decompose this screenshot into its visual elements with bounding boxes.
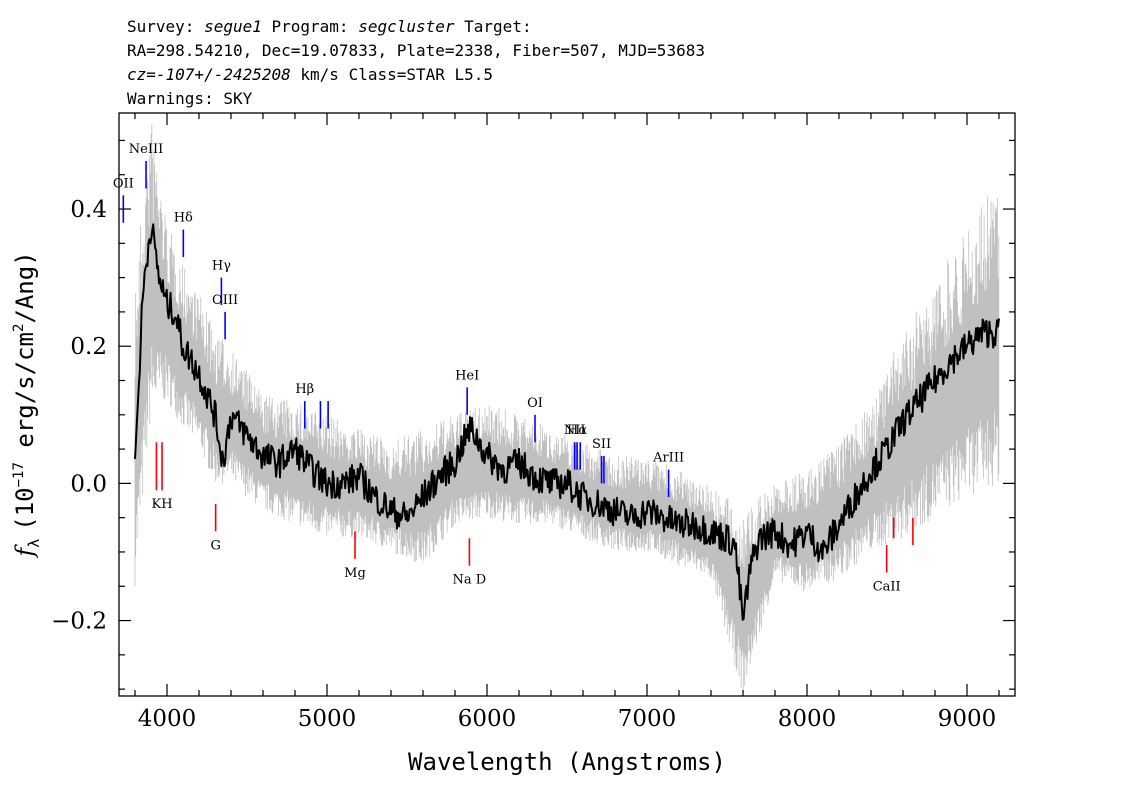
absorption-line-label: Na D [453, 573, 487, 588]
header-line-1: Survey: segue1 Program: segcluster Targe… [127, 17, 532, 36]
x-tick-label: 4000 [138, 706, 197, 732]
spectrum-header: Survey: segue1 Program: segcluster Targe… [127, 17, 705, 108]
y-axis-ticks: −0.2 0.0 0.2 0.4 [51, 139, 1015, 690]
header-line-2: RA=298.54210, Dec=19.07833, Plate=2338, … [127, 41, 705, 60]
x-axis-title: Wavelength (Angstroms) [408, 748, 726, 776]
x-axis-ticks: 4000 5000 6000 7000 8000 9000 [134, 113, 1000, 732]
x-tick-label: 9000 [938, 706, 997, 732]
emission-line-label: Hδ [174, 211, 193, 226]
emission-line-label: Hα [567, 423, 587, 438]
redshift-value: cz=-107+/-2425208 [127, 65, 291, 84]
survey-name: segue1 [204, 17, 262, 36]
absorption-line-label: KH [152, 497, 173, 512]
y-tick-label: 0.4 [70, 197, 107, 223]
x-tick-label: 6000 [458, 706, 517, 732]
emission-line-label: NeIII [129, 142, 163, 157]
header-line-3: cz=-107+/-2425208 km/s Class=STAR L5.5 [127, 65, 493, 84]
y-tick-label: −0.2 [51, 609, 107, 635]
x-tick-label: 7000 [618, 706, 677, 732]
emission-line-label: Hγ [212, 259, 231, 274]
header-line-4: Warnings: SKY [127, 89, 253, 108]
absorption-line-label: Mg [344, 566, 366, 581]
emission-line-label: ArIII [652, 451, 684, 466]
y-tick-label: 0.2 [70, 334, 107, 360]
y-axis-title: fλ(10−17 erg/s/cm2/Ang) [11, 251, 43, 558]
x-tick-label: 5000 [298, 706, 357, 732]
emission-line-label: Hβ [295, 382, 314, 397]
plot-frame [118, 112, 1016, 697]
flux-line-layer [134, 223, 1000, 621]
emission-line-label: NII [564, 423, 586, 438]
plot-border [118, 112, 1016, 697]
emission-line-label: OII [113, 176, 134, 191]
y-tick-label: 0.0 [70, 471, 107, 497]
program-name: segcluster [358, 17, 455, 36]
emission-line-label: OIII [212, 293, 238, 308]
emission-line-label: SII [592, 437, 611, 452]
flux-envelope [134, 124, 1000, 693]
flux-line [134, 223, 1000, 621]
flux-envelope-layer [134, 124, 1000, 693]
absorption-line-label: CaII [873, 580, 901, 595]
emission-line-label: HeI [455, 368, 479, 383]
x-tick-label: 8000 [778, 706, 837, 732]
emission-line-label: OI [527, 396, 543, 411]
absorption-line-label: G [210, 538, 220, 553]
